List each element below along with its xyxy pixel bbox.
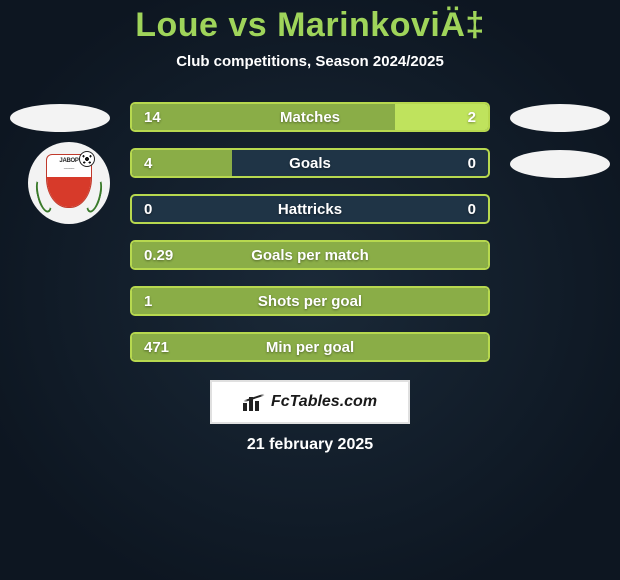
stat-row: Hattricks0 0 <box>0 188 620 234</box>
brand-box: FcTables.com <box>210 380 410 424</box>
club-badge-right <box>510 150 610 178</box>
stat-bar: Goals40 <box>130 148 490 178</box>
stat-bar-left-segment <box>132 288 488 314</box>
stat-bar: Shots per goal1 <box>130 286 490 316</box>
stat-bar-left-segment <box>132 150 232 176</box>
page-title: Loue vs MarinkoviÄ‡ <box>0 6 620 45</box>
stat-row: Matches142 <box>0 96 620 142</box>
stat-row: Goals per match0.29 <box>0 234 620 280</box>
player-badge-left <box>10 104 110 132</box>
stat-row: Shots per goal1 <box>0 280 620 326</box>
stat-bar: Min per goal471 <box>130 332 490 362</box>
stat-value-right: 0 <box>468 196 476 222</box>
stat-row: JABOP────Goals40 <box>0 142 620 188</box>
stat-bar: Goals per match0.29 <box>130 240 490 270</box>
stat-bar: Matches142 <box>130 102 490 132</box>
stat-value-left: 0 <box>144 196 152 222</box>
stat-bar-right-segment <box>395 104 488 130</box>
chart-icon <box>243 393 265 411</box>
stat-bar-left-segment <box>132 242 488 268</box>
stat-row: Min per goal471 <box>0 326 620 372</box>
brand-text: FcTables.com <box>271 393 377 411</box>
stat-label: Hattricks <box>132 196 488 222</box>
stat-bar-left-segment <box>132 334 488 360</box>
stat-bar-left-segment <box>132 104 395 130</box>
stat-bar: Hattricks0 0 <box>130 194 490 224</box>
date-text: 21 february 2025 <box>0 436 620 454</box>
subtitle: Club competitions, Season 2024/2025 <box>0 53 620 70</box>
stat-value-right: 0 <box>468 150 476 176</box>
player-badge-right <box>510 104 610 132</box>
